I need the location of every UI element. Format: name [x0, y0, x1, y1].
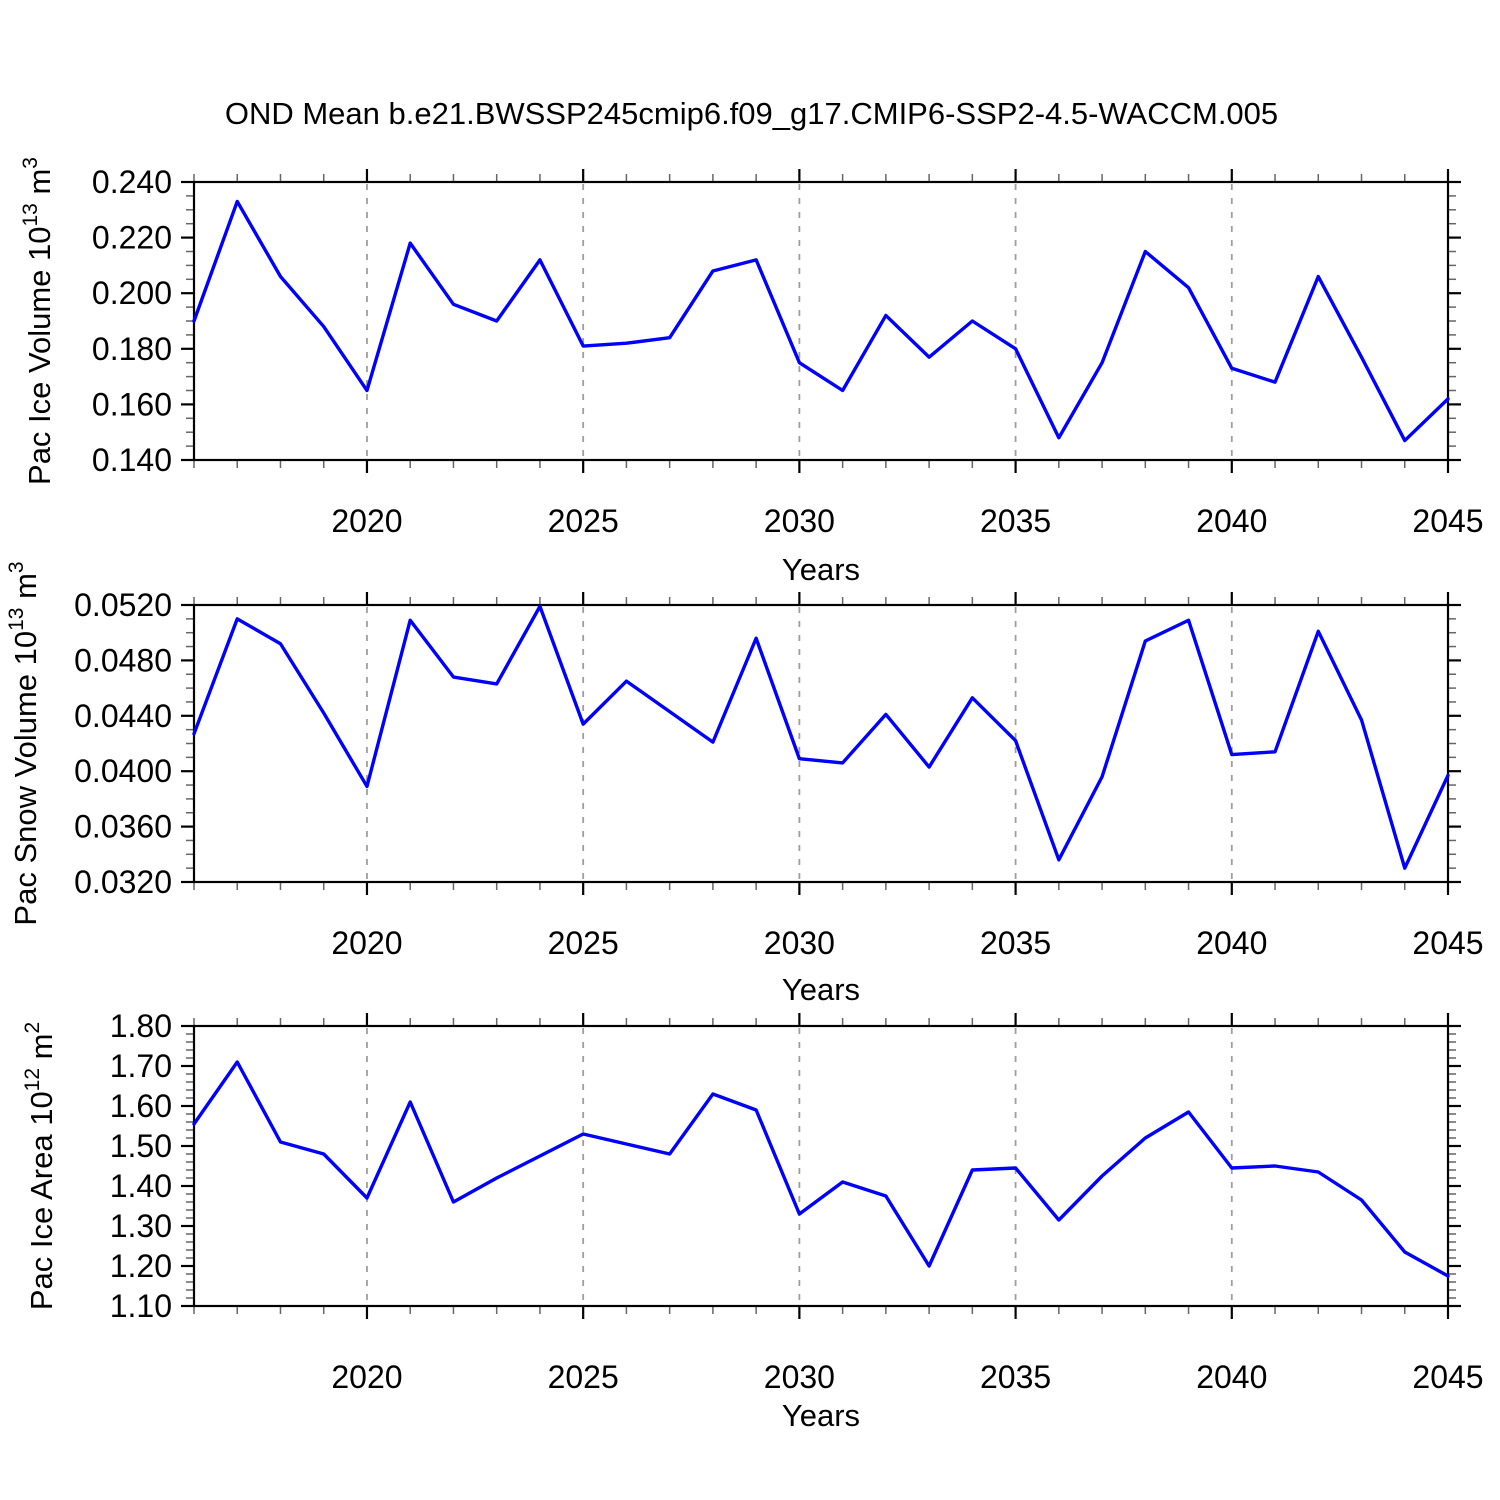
y-tick-label: 1.70	[110, 1048, 172, 1084]
x-tick-label: 2020	[331, 1359, 402, 1395]
panel-ice-volume: 0.240 0.220 0.200 0.180 0.160 0.140 2020 2025 20…	[19, 157, 1484, 587]
x-tick-label: 2030	[764, 1359, 835, 1395]
x-tick-label: 2040	[1196, 503, 1267, 539]
y-axis-label: Pac Ice Area 1012 m2	[21, 1022, 59, 1310]
panel-snow-volume: 0.0520 0.0480 0.0440 0.0400 0.0360 0.0320 2020…	[5, 561, 1484, 1007]
y-tick-label: 1.10	[110, 1288, 172, 1324]
x-tick-label: 2040	[1196, 1359, 1267, 1395]
y-tick-label: 0.240	[92, 164, 172, 200]
x-tick-label: 2040	[1196, 925, 1267, 961]
y-tick-label: 1.30	[110, 1208, 172, 1244]
y-tick-label: 1.50	[110, 1128, 172, 1164]
series-line-ice-area	[192, 1060, 1450, 1278]
x-axis-label: Years	[782, 552, 860, 587]
x-tick-label: 2035	[980, 925, 1051, 961]
y-tick-label: 0.180	[92, 331, 172, 367]
y-tick-label: 0.0400	[74, 753, 172, 789]
plot-frame	[192, 1024, 1450, 1308]
y-axis-label: Pac Snow Volume 1013 m3	[5, 561, 43, 925]
plot-frame	[192, 603, 1450, 884]
x-tick-label: 2035	[980, 503, 1051, 539]
chart-title: OND Mean b.e21.BWSSP245cmip6.f09_g17.CMI…	[224, 96, 1279, 131]
x-tick-label: 2045	[1412, 925, 1483, 961]
y-tick-label: 0.0360	[74, 809, 172, 845]
y-tick-label: 1.80	[110, 1008, 172, 1044]
y-tick-label: 0.0320	[74, 864, 172, 900]
x-tick-label: 2025	[548, 1359, 619, 1395]
y-tick-label: 1.40	[110, 1168, 172, 1204]
y-tick-label: 0.200	[92, 275, 172, 311]
series-line-snow-volume	[192, 604, 1450, 870]
x-tick-label: 2025	[548, 925, 619, 961]
panel-ice-area: 1.80 1.70 1.60 1.50 1.40 1.30 1.20 1.10 2020 2025…	[21, 1008, 1484, 1433]
y-tick-label: 1.60	[110, 1088, 172, 1124]
x-tick-label: 2025	[548, 503, 619, 539]
x-axis-label: Years	[782, 1398, 860, 1433]
x-tick-label: 2045	[1412, 503, 1483, 539]
x-tick-label: 2020	[331, 925, 402, 961]
y-tick-label: 0.0480	[74, 642, 172, 678]
x-axis-label: Years	[782, 972, 860, 1007]
x-tick-label: 2045	[1412, 1359, 1483, 1395]
y-tick-label: 1.20	[110, 1248, 172, 1284]
y-tick-label: 0.140	[92, 442, 172, 478]
y-tick-label: 0.220	[92, 220, 172, 256]
x-tick-label: 2030	[764, 503, 835, 539]
x-tick-label: 2035	[980, 1359, 1051, 1395]
plot-frame	[192, 180, 1450, 462]
y-tick-label: 0.160	[92, 386, 172, 422]
y-tick-label: 0.0520	[74, 587, 172, 623]
y-axis-label: Pac Ice Volume 1013 m3	[19, 157, 57, 485]
series-line-ice-volume	[192, 199, 1450, 443]
x-tick-label: 2020	[331, 503, 402, 539]
x-tick-label: 2030	[764, 925, 835, 961]
y-tick-label: 0.0440	[74, 698, 172, 734]
